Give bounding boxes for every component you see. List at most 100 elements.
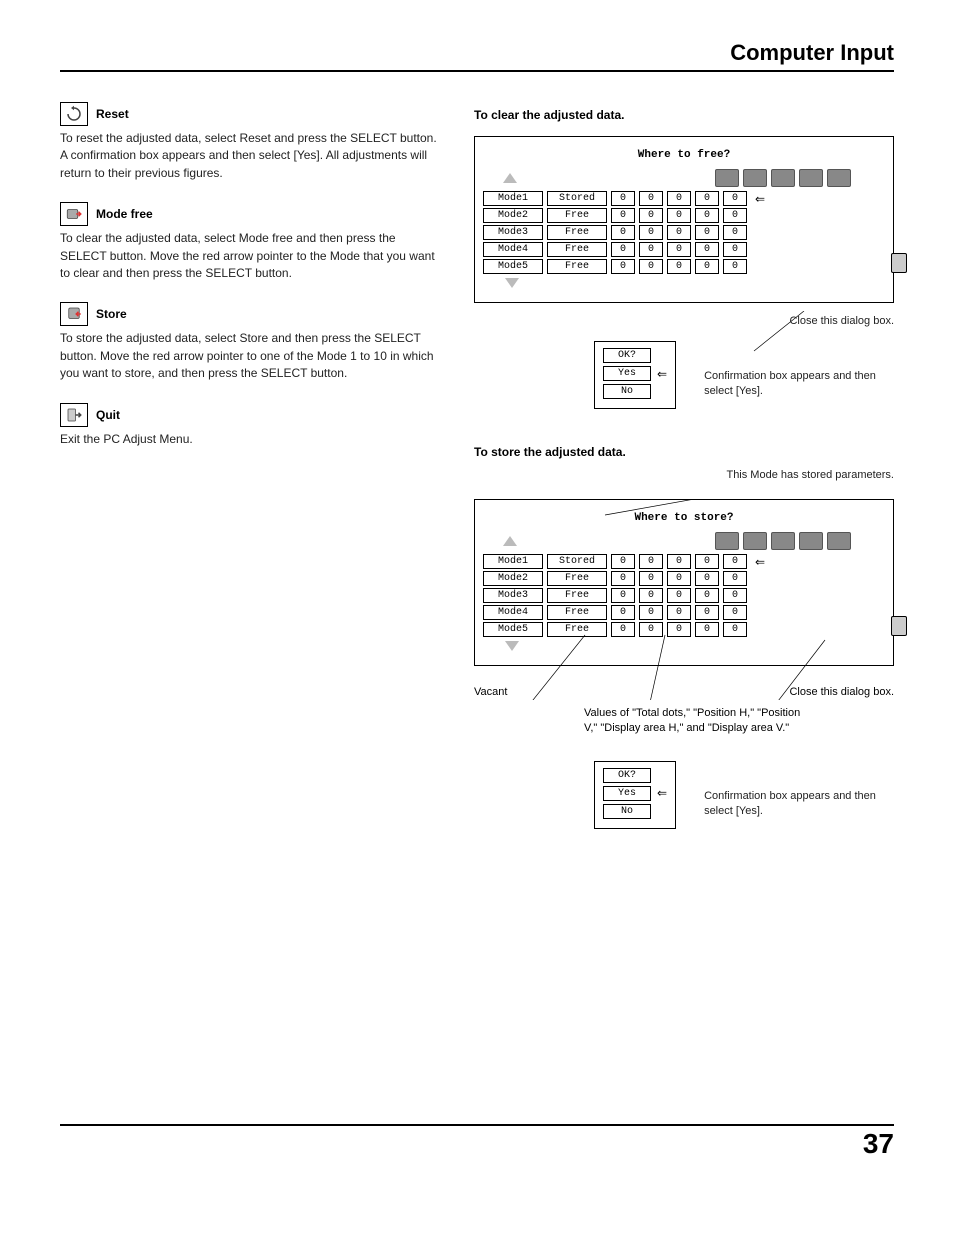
- value-cell: 0: [639, 191, 663, 206]
- reset-title: Reset: [96, 107, 129, 121]
- mode-label: Mode3: [483, 225, 543, 240]
- value-cell: 0: [723, 208, 747, 223]
- state-label: Free: [547, 208, 607, 223]
- value-cell: 0: [695, 622, 719, 637]
- table-row[interactable]: Mode4Free00000: [483, 242, 885, 257]
- page-header: Computer Input: [60, 40, 894, 72]
- no-button[interactable]: No: [603, 804, 651, 819]
- value-cell: 0: [639, 588, 663, 603]
- mode-label: Mode4: [483, 242, 543, 257]
- store-heading: To store the adjusted data.: [474, 445, 894, 459]
- table-row[interactable]: Mode4Free00000: [483, 605, 885, 620]
- ok-label: OK?: [603, 768, 651, 783]
- vacant-label: Vacant: [474, 686, 507, 698]
- table-row[interactable]: Mode1Stored00000⇐: [483, 191, 885, 206]
- hdr-icon: [771, 169, 795, 187]
- store-body: To store the adjusted data, select Store…: [60, 330, 444, 382]
- store-dialog-title: Where to store?: [483, 512, 885, 524]
- value-cell: 0: [695, 605, 719, 620]
- table-row[interactable]: Mode1Stored00000⇐: [483, 554, 885, 569]
- confirm-note: Confirmation box appears and then select…: [704, 789, 894, 820]
- state-label: Free: [547, 242, 607, 257]
- value-cell: 0: [695, 242, 719, 257]
- no-button[interactable]: No: [603, 384, 651, 399]
- dialog-quit-icon: [891, 253, 907, 273]
- value-cell: 0: [723, 191, 747, 206]
- value-cell: 0: [695, 588, 719, 603]
- mode-label: Mode2: [483, 571, 543, 586]
- value-cell: 0: [695, 571, 719, 586]
- quit-title: Quit: [96, 408, 120, 422]
- table-row[interactable]: Mode3Free00000: [483, 225, 885, 240]
- mode-label: Mode4: [483, 605, 543, 620]
- value-cell: 0: [639, 208, 663, 223]
- arrow-left-icon: ⇐: [657, 786, 667, 800]
- reset-body: To reset the adjusted data, select Reset…: [60, 130, 444, 182]
- value-cell: 0: [723, 242, 747, 257]
- value-cell: 0: [639, 605, 663, 620]
- state-label: Stored: [547, 554, 607, 569]
- value-cell: 0: [667, 242, 691, 257]
- state-label: Free: [547, 259, 607, 274]
- clear-dialog-title: Where to free?: [483, 149, 885, 161]
- value-cell: 0: [611, 208, 635, 223]
- yes-button[interactable]: Yes: [603, 786, 651, 801]
- reset-icon: [60, 102, 88, 126]
- reset-section: Reset To reset the adjusted data, select…: [60, 102, 444, 182]
- value-cell: 0: [611, 605, 635, 620]
- value-cell: 0: [639, 554, 663, 569]
- page-number: 37: [863, 1128, 894, 1159]
- store-confirm-box: OK? Yes ⇐ No: [594, 761, 676, 829]
- state-label: Stored: [547, 191, 607, 206]
- value-cell: 0: [611, 588, 635, 603]
- value-cell: 0: [667, 571, 691, 586]
- value-cell: 0: [723, 605, 747, 620]
- value-cell: 0: [695, 208, 719, 223]
- modefree-title: Mode free: [96, 207, 153, 221]
- value-cell: 0: [723, 588, 747, 603]
- value-cell: 0: [611, 225, 635, 240]
- mode-label: Mode5: [483, 259, 543, 274]
- state-label: Free: [547, 622, 607, 637]
- table-row[interactable]: Mode3Free00000: [483, 588, 885, 603]
- values-note: Values of "Total dots," "Position H," "P…: [584, 706, 804, 737]
- clear-dialog: Where to free? Mode1Stored00000⇐Mode2Fre…: [474, 136, 894, 303]
- stored-params-note: This Mode has stored parameters.: [726, 469, 894, 481]
- dialog-quit-icon: [891, 616, 907, 636]
- value-cell: 0: [695, 259, 719, 274]
- hdr-icon: [799, 532, 823, 550]
- table-row[interactable]: Mode2Free00000: [483, 208, 885, 223]
- value-cell: 0: [611, 242, 635, 257]
- value-cell: 0: [723, 622, 747, 637]
- modefree-body: To clear the adjusted data, select Mode …: [60, 230, 444, 282]
- table-row[interactable]: Mode5Free00000: [483, 259, 885, 274]
- value-cell: 0: [723, 554, 747, 569]
- hdr-icon: [715, 169, 739, 187]
- value-cell: 0: [611, 622, 635, 637]
- value-cell: 0: [639, 622, 663, 637]
- table-row[interactable]: Mode2Free00000: [483, 571, 885, 586]
- mode-label: Mode1: [483, 191, 543, 206]
- close-note: Close this dialog box.: [789, 315, 894, 327]
- clear-heading: To clear the adjusted data.: [474, 108, 894, 122]
- value-cell: 0: [639, 225, 663, 240]
- store-icon: [60, 302, 88, 326]
- quit-icon: [60, 403, 88, 427]
- value-cell: 0: [611, 554, 635, 569]
- store-title: Store: [96, 307, 127, 321]
- hdr-icon: [715, 532, 739, 550]
- value-cell: 0: [667, 588, 691, 603]
- value-cell: 0: [611, 191, 635, 206]
- value-cell: 0: [667, 622, 691, 637]
- hdr-icon: [771, 532, 795, 550]
- close-note: Close this dialog box.: [789, 686, 894, 698]
- quit-section: Quit Exit the PC Adjust Menu.: [60, 403, 444, 448]
- confirm-note: Confirmation box appears and then select…: [704, 369, 894, 400]
- modefree-icon: [60, 202, 88, 226]
- value-cell: 0: [723, 571, 747, 586]
- value-cell: 0: [639, 571, 663, 586]
- state-label: Free: [547, 571, 607, 586]
- mode-label: Mode5: [483, 622, 543, 637]
- table-row[interactable]: Mode5Free00000: [483, 622, 885, 637]
- value-cell: 0: [639, 259, 663, 274]
